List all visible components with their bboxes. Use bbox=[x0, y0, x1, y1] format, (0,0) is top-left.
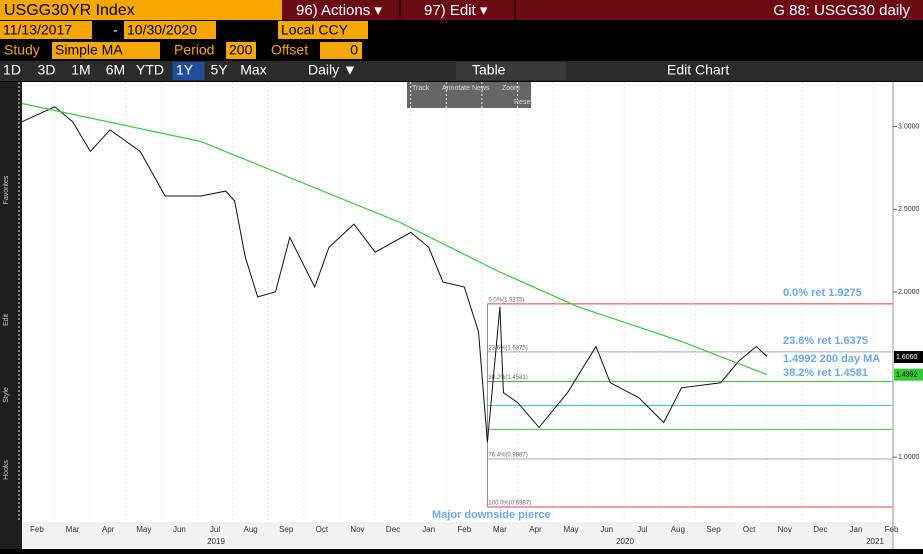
edit-menu[interactable]: 97) Edit ▾ bbox=[424, 2, 488, 19]
range-button[interactable]: 3D bbox=[38, 62, 56, 78]
year-label: 2019 bbox=[207, 537, 225, 546]
x-tick-label: Aug bbox=[671, 525, 685, 534]
x-tick-label: Mar bbox=[493, 525, 507, 534]
ticker-field[interactable] bbox=[0, 0, 282, 20]
study-label: Study bbox=[4, 42, 40, 58]
plot-area bbox=[22, 82, 923, 549]
edit-chart[interactable]: Edit Chart bbox=[667, 62, 729, 78]
period: 200 bbox=[229, 42, 253, 58]
active-range bbox=[172, 62, 205, 80]
price-line bbox=[21, 102, 768, 376]
table: Table bbox=[472, 62, 506, 78]
x-tick-label: Feb bbox=[885, 525, 899, 534]
fib-label: 0.0%(1.9275) bbox=[488, 297, 524, 303]
sidebar-label: Hooks bbox=[3, 460, 10, 480]
overlay-toolbar bbox=[407, 82, 531, 108]
date-field[interactable] bbox=[124, 21, 216, 39]
currency-field[interactable] bbox=[278, 21, 368, 39]
sidebar-label: Favorites bbox=[3, 175, 10, 204]
sidebar-label: Style bbox=[3, 387, 10, 403]
annotation: 38.2% ret 1.4581 bbox=[783, 367, 868, 379]
x-tick-label: Jun bbox=[173, 525, 186, 534]
x-tick-label: Oct bbox=[743, 525, 756, 534]
range-button[interactable]: 6M bbox=[106, 62, 125, 78]
x-tick-label: Nov bbox=[778, 525, 792, 534]
x-tick-label: Dec bbox=[386, 525, 400, 534]
offset-label: Offset bbox=[271, 42, 308, 58]
offset: 0 bbox=[350, 42, 358, 58]
x-tick-label: Jun bbox=[600, 525, 613, 534]
overlay-button[interactable]: Track bbox=[412, 85, 430, 92]
x-tick-label: Nov bbox=[350, 525, 364, 534]
annotation: 23.6% ret 1.6375 bbox=[783, 335, 868, 347]
y-tick-label: 2.5000 bbox=[898, 206, 920, 213]
overlay-button[interactable]: Annotate bbox=[442, 85, 470, 92]
x-tick-label: Aug bbox=[243, 525, 257, 534]
x-tick-label: Jan bbox=[850, 525, 863, 534]
sidebar bbox=[0, 82, 22, 549]
range-button[interactable]: 1D bbox=[3, 62, 21, 78]
overlay-button[interactable]: Reset bbox=[514, 99, 532, 106]
year-label: 2021 bbox=[866, 537, 884, 546]
chart: 3.0000 2.5000 2.0000 1.0000 Feb Mar Apr May Jun J… bbox=[18, 82, 923, 546]
date-sep: - bbox=[113, 22, 118, 38]
offset-field[interactable] bbox=[320, 42, 362, 59]
range-button[interactable]: YTD bbox=[136, 62, 164, 78]
end-date: 10/30/2020 bbox=[127, 22, 197, 38]
range-button[interactable]: 5Y bbox=[210, 62, 228, 78]
x-tick-label: Dec bbox=[813, 525, 827, 534]
date-field[interactable] bbox=[0, 21, 92, 39]
range-buttons: 1D 3D 1M 6M YTD 1Y 5Y Max bbox=[3, 62, 267, 80]
start-date: 11/13/2017 bbox=[3, 22, 72, 38]
table-button[interactable] bbox=[456, 62, 566, 80]
study-field[interactable] bbox=[52, 42, 160, 59]
x-tick-label: Feb bbox=[30, 525, 44, 534]
axis-tag bbox=[894, 368, 923, 381]
x-tick-label: Mar bbox=[66, 525, 80, 534]
actions-menu[interactable]: 96) Actions ▾ bbox=[296, 2, 382, 19]
fib-label: 23.6%(1.6375) bbox=[488, 345, 527, 351]
page-title: G 88: USGG30 daily bbox=[773, 2, 910, 19]
price-line bbox=[21, 106, 768, 443]
frequency[interactable]: Daily ▼ bbox=[308, 62, 357, 78]
annotation: 0.0% ret 1.9275 bbox=[783, 287, 862, 299]
fib-label: 76.4%(0.9887) bbox=[488, 453, 527, 459]
currency: Local CCY bbox=[281, 22, 349, 38]
overlay-button[interactable]: News bbox=[472, 85, 490, 92]
annotation: 1.4992 200 day MA bbox=[783, 353, 880, 365]
overlay-button[interactable]: Zoom bbox=[502, 85, 520, 92]
axis-tag-label: 1.6060 bbox=[896, 354, 918, 361]
annotation: Major downside pierce bbox=[432, 509, 551, 521]
x-tick-label: May bbox=[564, 525, 579, 534]
range-button[interactable]: Max bbox=[240, 62, 266, 78]
x-tick-label: Sep bbox=[706, 525, 721, 534]
year-label: 2020 bbox=[616, 537, 634, 546]
fib-label: 38.2%(1.4581) bbox=[488, 375, 527, 381]
x-tick-label: May bbox=[136, 525, 151, 534]
study: Simple MA bbox=[55, 42, 123, 58]
range-button[interactable]: 1Y bbox=[176, 62, 194, 78]
x-axis-strip bbox=[22, 522, 893, 549]
axis-tag bbox=[894, 351, 923, 364]
range-button[interactable]: 1M bbox=[71, 62, 90, 78]
fib-label: 100.0%(0.6987) bbox=[488, 501, 531, 507]
x-tick-label: Jul bbox=[637, 525, 647, 534]
x-tick-label: Jul bbox=[210, 525, 220, 534]
ticker: USGG30YR Index bbox=[4, 2, 135, 19]
axis-tag-label: 1.4992 bbox=[896, 372, 918, 379]
y-tick-label: 3.0000 bbox=[898, 123, 920, 130]
x-tick-label: Jan bbox=[422, 525, 435, 534]
period-field[interactable] bbox=[226, 42, 256, 59]
x-tick-label: Sep bbox=[279, 525, 294, 534]
x-tick-label: Apr bbox=[102, 525, 115, 534]
y-tick-label: 1.0000 bbox=[898, 454, 920, 461]
period-label: Period bbox=[174, 42, 214, 58]
x-tick-label: Feb bbox=[457, 525, 471, 534]
y-tick-label: 2.0000 bbox=[898, 289, 920, 296]
x-tick-label: Oct bbox=[316, 525, 329, 534]
sidebar-label: Edit bbox=[3, 314, 10, 326]
x-tick-label: Apr bbox=[529, 525, 542, 534]
